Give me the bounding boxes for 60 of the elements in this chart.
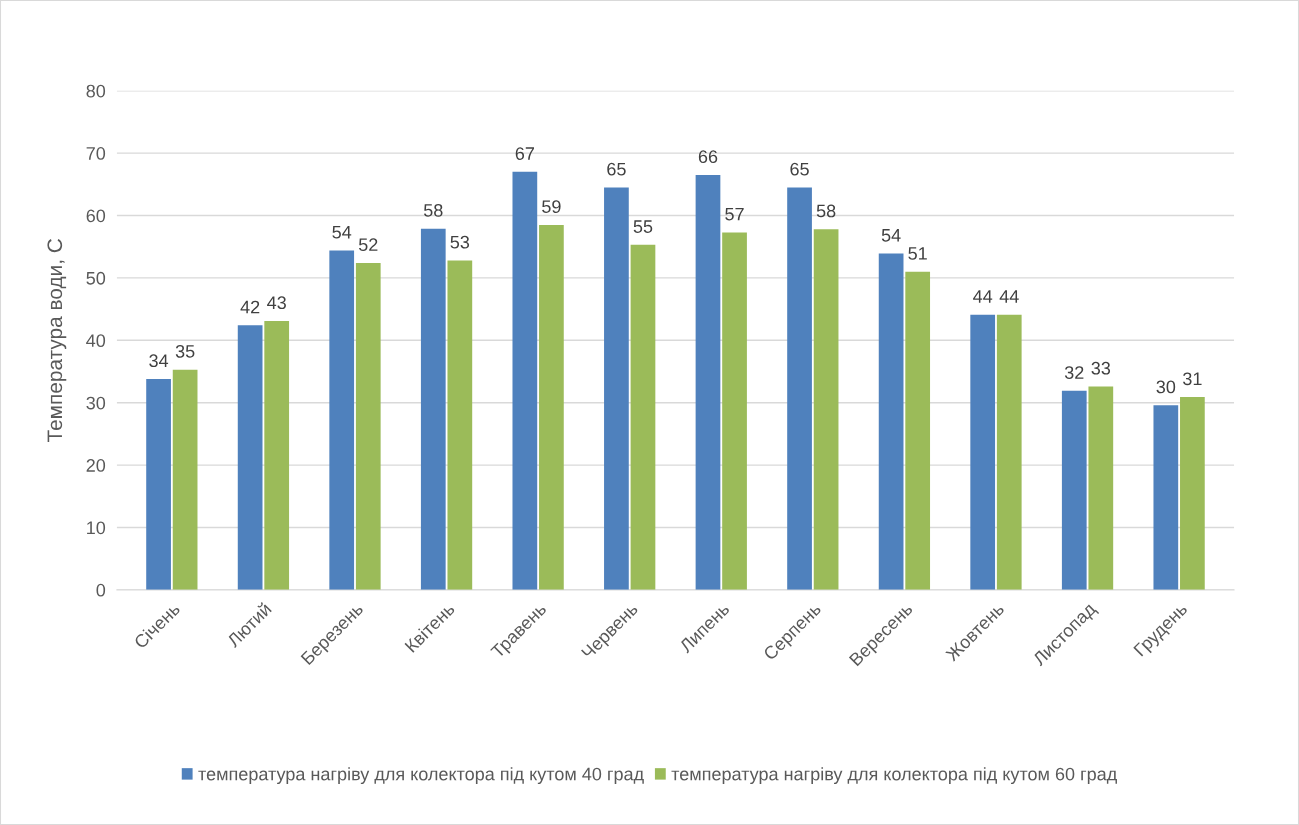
bar bbox=[264, 320, 290, 590]
data-label: 43 bbox=[267, 296, 286, 310]
y-tick-label: 60 bbox=[86, 209, 106, 223]
y-tick-label: 70 bbox=[86, 147, 106, 160]
bar bbox=[878, 253, 904, 590]
bar bbox=[905, 271, 931, 590]
data-label: 53 bbox=[450, 235, 470, 249]
data-label: 55 bbox=[633, 220, 653, 233]
y-tick-label: 10 bbox=[87, 521, 106, 535]
data-label: 51 bbox=[908, 247, 927, 260]
bar bbox=[1061, 390, 1087, 590]
data-label: 58 bbox=[816, 204, 836, 218]
bar bbox=[172, 369, 198, 590]
data-label: 32 bbox=[1064, 366, 1084, 379]
data-label: 30 bbox=[1156, 380, 1176, 394]
bar bbox=[512, 171, 538, 590]
data-label: 54 bbox=[881, 229, 901, 242]
bar bbox=[447, 260, 473, 590]
bar bbox=[695, 174, 721, 590]
data-label: 66 bbox=[698, 150, 718, 164]
y-tick-label: 40 bbox=[86, 334, 106, 348]
bar bbox=[1180, 397, 1205, 590]
bar bbox=[996, 314, 1022, 590]
data-label: 52 bbox=[358, 238, 378, 252]
data-label: 54 bbox=[332, 225, 352, 239]
bar bbox=[630, 244, 656, 590]
bar bbox=[970, 314, 996, 590]
y-tick-label: 20 bbox=[86, 459, 106, 472]
data-label: 33 bbox=[1091, 361, 1111, 375]
y-tick-label: 50 bbox=[86, 271, 106, 285]
data-label: 42 bbox=[240, 300, 260, 314]
legend-label: температура нагріву для колектора під кутом 60 град bbox=[671, 767, 1117, 784]
data-label: 44 bbox=[999, 290, 1019, 303]
data-label: 31 bbox=[1183, 372, 1202, 386]
bar bbox=[1153, 405, 1179, 590]
bar bbox=[146, 378, 171, 590]
y-axis-title: Температура води, С bbox=[47, 238, 67, 442]
data-label: 65 bbox=[790, 162, 809, 176]
bar bbox=[604, 187, 629, 590]
data-label: 44 bbox=[973, 290, 993, 303]
data-label: 67 bbox=[515, 147, 534, 160]
bar bbox=[722, 232, 747, 590]
y-tick-label: 0 bbox=[96, 583, 106, 597]
data-label: 57 bbox=[725, 207, 744, 221]
y-tick-label: 80 bbox=[86, 84, 106, 98]
data-label: 59 bbox=[542, 200, 561, 213]
bar bbox=[813, 229, 839, 590]
data-label: 58 bbox=[423, 203, 443, 217]
bar bbox=[787, 187, 812, 590]
legend-label: температура нагріву для колектора під кутом 40 град bbox=[198, 767, 644, 784]
data-label: 65 bbox=[607, 162, 626, 176]
bar bbox=[1088, 386, 1114, 590]
data-label: 34 bbox=[149, 354, 169, 368]
bar bbox=[420, 228, 446, 590]
y-tick-label: 30 bbox=[86, 396, 106, 410]
bar bbox=[237, 325, 263, 590]
data-label: 35 bbox=[175, 344, 195, 358]
bar bbox=[329, 250, 355, 590]
bar bbox=[539, 224, 564, 590]
bar bbox=[355, 262, 381, 590]
